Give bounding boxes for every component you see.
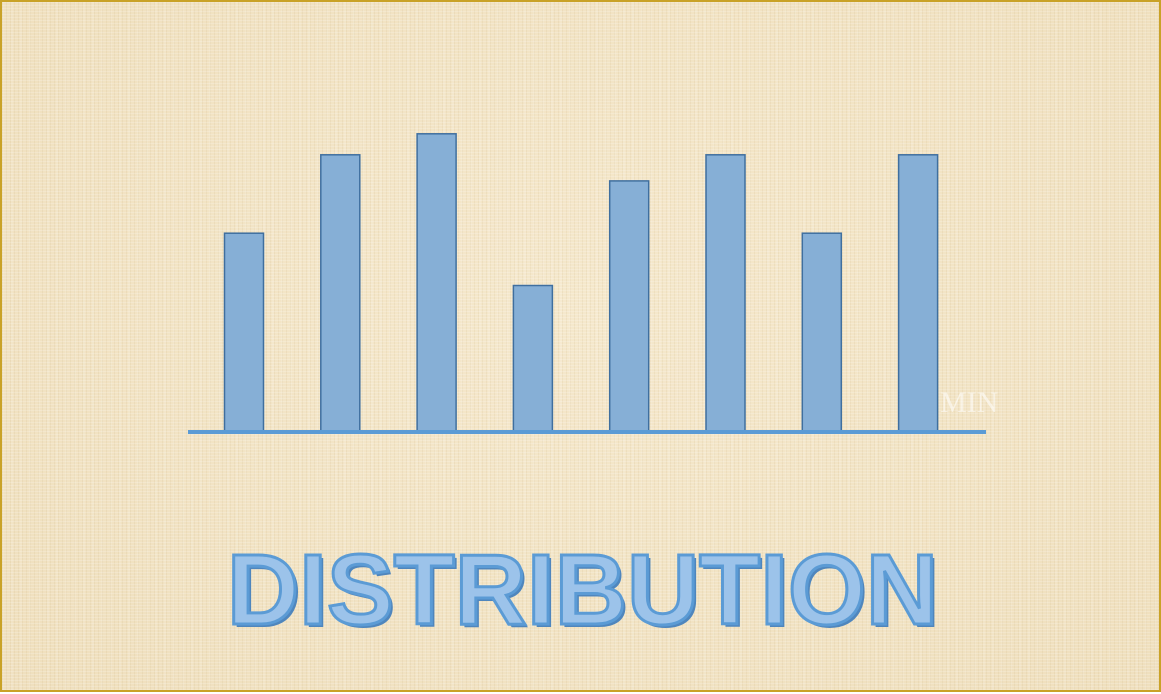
bar-1 (223, 232, 265, 433)
title-container: DISTRIBUTION (2, 530, 1161, 650)
bar-6 (705, 154, 746, 433)
bar-7 (801, 232, 843, 433)
bar-5 (608, 180, 650, 433)
bar-4 (512, 284, 554, 433)
bar-8 (897, 154, 939, 433)
faint-min-label: MIN (940, 386, 999, 419)
bar-2 (320, 154, 361, 433)
bar-3 (416, 133, 457, 433)
bar-series (223, 133, 939, 433)
chart-title: DISTRIBUTION (225, 533, 939, 648)
